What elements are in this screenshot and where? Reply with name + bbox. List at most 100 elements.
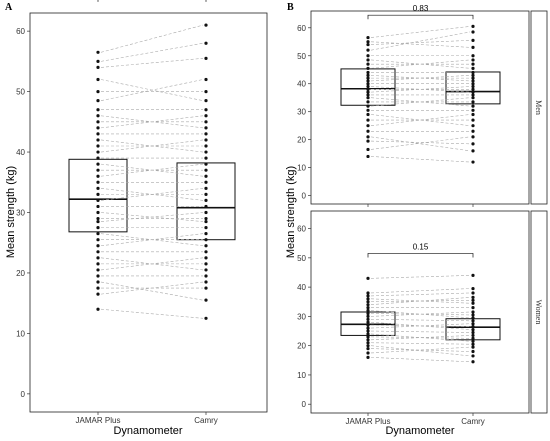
data-point: [96, 174, 100, 178]
paired-line: [370, 335, 471, 341]
data-point: [204, 244, 208, 248]
data-point: [471, 66, 475, 70]
data-point: [471, 322, 475, 326]
data-point: [366, 96, 370, 100]
data-point: [204, 280, 208, 284]
data-point: [366, 294, 370, 298]
data-point: [204, 174, 208, 178]
y-tick-label: 50: [16, 88, 25, 97]
data-point: [96, 192, 100, 196]
data-point: [471, 24, 475, 28]
paired-line: [370, 41, 471, 48]
data-point: [471, 108, 475, 112]
paired-line: [370, 342, 471, 345]
y-tick-label: 10: [297, 164, 306, 173]
data-point: [96, 65, 100, 70]
data-point: [366, 42, 370, 47]
data-point: [366, 54, 370, 58]
data-point: [204, 256, 208, 260]
data-point: [366, 93, 370, 97]
data-point: [96, 126, 100, 130]
data-point: [471, 149, 475, 153]
data-point: [366, 48, 370, 52]
data-point: [204, 219, 208, 224]
y-tick-label: 40: [16, 148, 25, 157]
paired-line: [100, 139, 204, 153]
data-point: [471, 76, 475, 80]
data-point: [204, 138, 208, 142]
data-point: [366, 118, 370, 122]
data-point: [96, 99, 100, 103]
data-point: [366, 291, 370, 295]
data-point: [471, 306, 475, 310]
paired-line: [370, 140, 471, 145]
data-point: [96, 268, 100, 272]
data-point: [471, 298, 475, 302]
data-point: [366, 58, 370, 62]
data-point: [366, 276, 370, 280]
data-point: [96, 244, 100, 248]
data-point: [471, 286, 475, 291]
data-point: [204, 108, 208, 112]
data-point: [366, 100, 370, 104]
data-point: [204, 204, 208, 209]
paired-line: [370, 114, 471, 126]
paired-line: [100, 233, 204, 247]
data-point: [471, 333, 475, 338]
paired-line: [370, 330, 471, 333]
data-point: [366, 82, 370, 86]
paired-line: [100, 188, 204, 201]
x-tick-label: Camry: [194, 416, 218, 425]
data-point: [366, 129, 370, 133]
data-point: [366, 108, 370, 112]
paired-line: [370, 97, 471, 107]
paired-line: [370, 136, 471, 152]
data-point: [204, 316, 208, 320]
x-axis-title-a: Dynamometer: [113, 425, 182, 437]
paired-line: [370, 136, 471, 150]
data-point: [471, 118, 475, 122]
data-point: [471, 135, 475, 139]
y-tick-label: 0: [302, 192, 307, 201]
paired-line: [370, 336, 471, 339]
data-point: [204, 250, 208, 254]
data-point: [366, 346, 370, 351]
paired-line: [370, 298, 471, 304]
data-point: [366, 73, 370, 77]
data-point: [471, 354, 475, 358]
data-point: [204, 162, 208, 166]
data-point: [366, 320, 370, 324]
paired-line: [370, 324, 471, 327]
data-point: [96, 59, 100, 63]
paired-line: [370, 321, 471, 330]
paired-line: [100, 115, 204, 129]
data-point: [471, 345, 475, 349]
data-point: [204, 238, 208, 242]
data-point: [96, 180, 100, 184]
data-point: [366, 329, 370, 333]
data-point: [96, 50, 100, 54]
data-point: [471, 84, 475, 89]
paired-line: [370, 323, 471, 329]
y-tick-label: 0: [21, 390, 26, 399]
data-point: [471, 90, 475, 94]
facet-strip: [530, 210, 548, 414]
paired-line: [370, 114, 471, 126]
paired-line: [370, 97, 471, 107]
plot-border: [29, 12, 268, 413]
data-point: [204, 150, 208, 154]
data-point: [471, 45, 475, 49]
p-value-label: 0.15: [413, 242, 429, 251]
data-point: [96, 156, 100, 160]
y-tick-label: 60: [16, 27, 25, 36]
data-point: [204, 298, 208, 302]
data-point: [204, 77, 208, 82]
data-point: [96, 186, 100, 190]
data-point: [204, 262, 208, 266]
paired-line: [370, 345, 471, 357]
paired-line: [100, 58, 204, 68]
data-point: [366, 332, 370, 336]
paired-line: [370, 75, 471, 82]
data-point: [96, 232, 100, 236]
